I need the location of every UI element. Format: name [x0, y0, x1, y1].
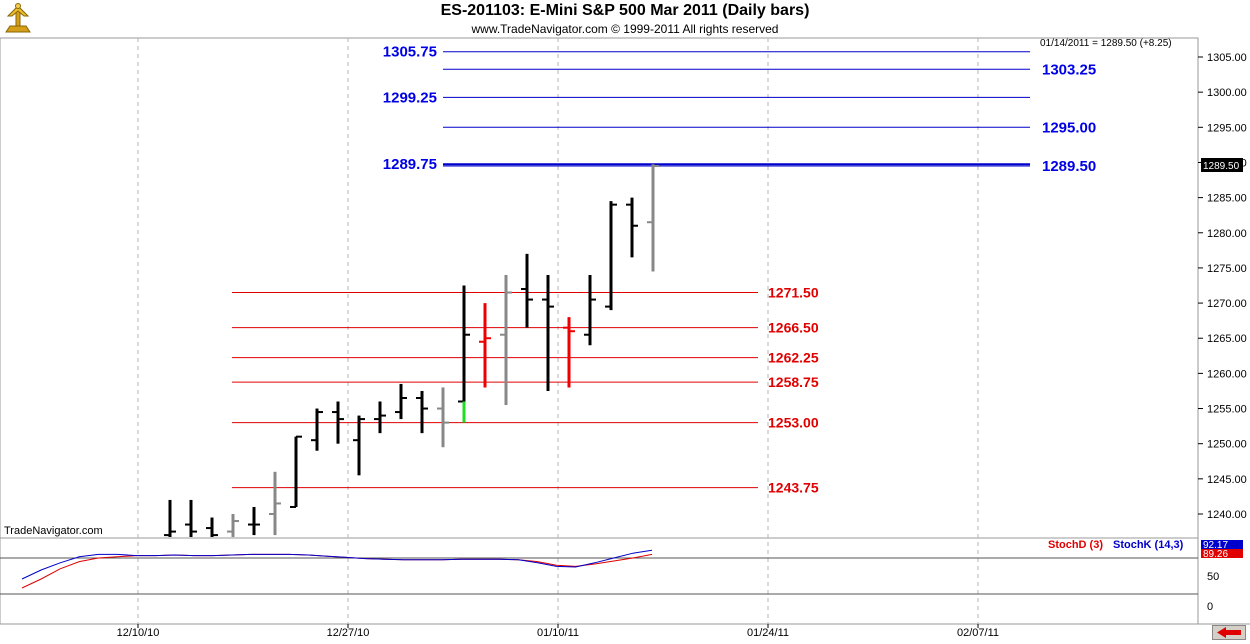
date-axis: 12/10/10 12/27/10 01/10/11 01/24/11 02/07/11 — [117, 624, 999, 639]
ohlc-bar — [500, 274, 512, 406]
chart-header: ES-201103: E-Mini S&P 500 Mar 2011 (Dail… — [0, 0, 1250, 38]
y-tick-label: 1260.00 — [1207, 368, 1247, 380]
ohlc-bar — [374, 401, 386, 434]
ohlc-bar — [626, 197, 638, 258]
chart-subtitle: www.TradeNavigator.com © 1999-2011 All r… — [471, 22, 779, 36]
stochk-legend: StochK (14,3) — [1113, 539, 1184, 551]
stoch-legend: StochD (3) StochK (14,3) 92.17 89.26 — [1048, 539, 1243, 560]
last-price-tag: 1289.50 — [1201, 158, 1243, 172]
ohlc-bar — [584, 274, 596, 346]
ohlc-bar — [416, 390, 428, 434]
ohlc-bar — [332, 401, 344, 444]
ohlc-bar — [206, 517, 218, 537]
blue-level-label: 1289.75 — [383, 156, 437, 173]
red-level-label: 1258.75 — [768, 374, 819, 390]
x-tick-label: 02/07/11 — [957, 627, 999, 639]
y-tick-label: 1295.00 — [1207, 122, 1247, 134]
stochd-last-value: 89.26 — [1203, 549, 1228, 560]
stochk-line — [21, 549, 653, 580]
arrow-left-icon — [1217, 627, 1241, 638]
stoch-y-tick-label: 0 — [1207, 601, 1213, 613]
y-tick-label: 1300.00 — [1207, 87, 1247, 99]
y-tick-label: 1275.00 — [1207, 263, 1247, 275]
x-tick-label: 12/10/10 — [117, 627, 160, 639]
blue-level-label: 1305.75 — [383, 44, 437, 61]
y-tick-label: 1255.00 — [1207, 404, 1247, 416]
stochk-last-value: 92.17 — [1203, 540, 1228, 551]
scroll-back-button[interactable] — [1212, 625, 1246, 640]
red-level-label: 1243.75 — [768, 480, 819, 496]
red-level-label: 1271.50 — [768, 285, 819, 301]
ohlc-bar — [647, 164, 659, 272]
ohlc-bar — [563, 317, 575, 388]
blue-level-label: 1303.25 — [1042, 61, 1096, 78]
red-level-label: 1253.00 — [768, 415, 819, 431]
y-tick-label: 1250.00 — [1207, 439, 1247, 451]
stochd-legend: StochD (3) — [1048, 539, 1103, 551]
tradenavigator-logo-icon — [2, 2, 34, 34]
red-level-label: 1262.25 — [768, 350, 819, 366]
gridlines — [137, 38, 979, 624]
ohlc-bar — [269, 471, 281, 536]
ohlc-bar — [290, 435, 302, 508]
blue-level-label: 1295.00 — [1042, 119, 1096, 136]
ohlc-bar — [479, 303, 491, 388]
last-bar-info: 01/14/2011 = 1289.50 (+8.25) — [1040, 38, 1172, 49]
y-tick-label: 1245.00 — [1207, 474, 1247, 486]
y-tick-label: 1280.00 — [1207, 228, 1247, 240]
watermark: TradeNavigator.com — [4, 525, 103, 537]
ohlc-bar — [521, 253, 533, 328]
red-level-label: 1266.50 — [768, 320, 819, 336]
ohlc-bar — [227, 514, 239, 537]
ohlc-bar — [542, 274, 554, 391]
y-tick-label: 1240.00 — [1207, 509, 1247, 521]
ohlc-bar — [185, 499, 197, 537]
ohlc-bar — [353, 415, 365, 476]
y-tick-label: 1305.00 — [1207, 52, 1247, 64]
blue-level-label: 1299.25 — [383, 89, 437, 106]
last-price-tag-label: 1289.50 — [1203, 161, 1240, 172]
ohlc-bar — [311, 408, 323, 451]
y-tick-label: 1285.00 — [1207, 193, 1247, 205]
x-tick-label: 01/10/11 — [537, 627, 579, 639]
blue-level-label: 1289.50 — [1042, 158, 1096, 175]
x-tick-label: 12/27/10 — [327, 627, 370, 639]
stoch-y-tick-label: 50 — [1207, 571, 1219, 583]
price-bars — [164, 164, 659, 537]
stochastic-panel: 50 0 — [0, 549, 1219, 613]
ohlc-bar — [164, 499, 176, 537]
chart-title: ES-201103: E-Mini S&P 500 Mar 2011 (Dail… — [440, 2, 810, 19]
ohlc-bar — [437, 387, 449, 448]
x-tick-label: 01/24/11 — [747, 627, 789, 639]
ohlc-bar — [395, 383, 407, 420]
ohlc-bar — [605, 201, 617, 311]
ohlc-bar — [248, 506, 260, 536]
chart-frame — [0, 37, 1250, 625]
y-tick-label: 1270.00 — [1207, 298, 1247, 310]
y-tick-label: 1265.00 — [1207, 333, 1247, 345]
support-resistance-levels: 1305.75 1303.25 1299.25 1295.00 1289.75 1289.… — [232, 44, 1096, 496]
price-axis: 1240.00 1245.00 1250.00 1255.00 1260.00 1265.… — [1198, 52, 1247, 521]
